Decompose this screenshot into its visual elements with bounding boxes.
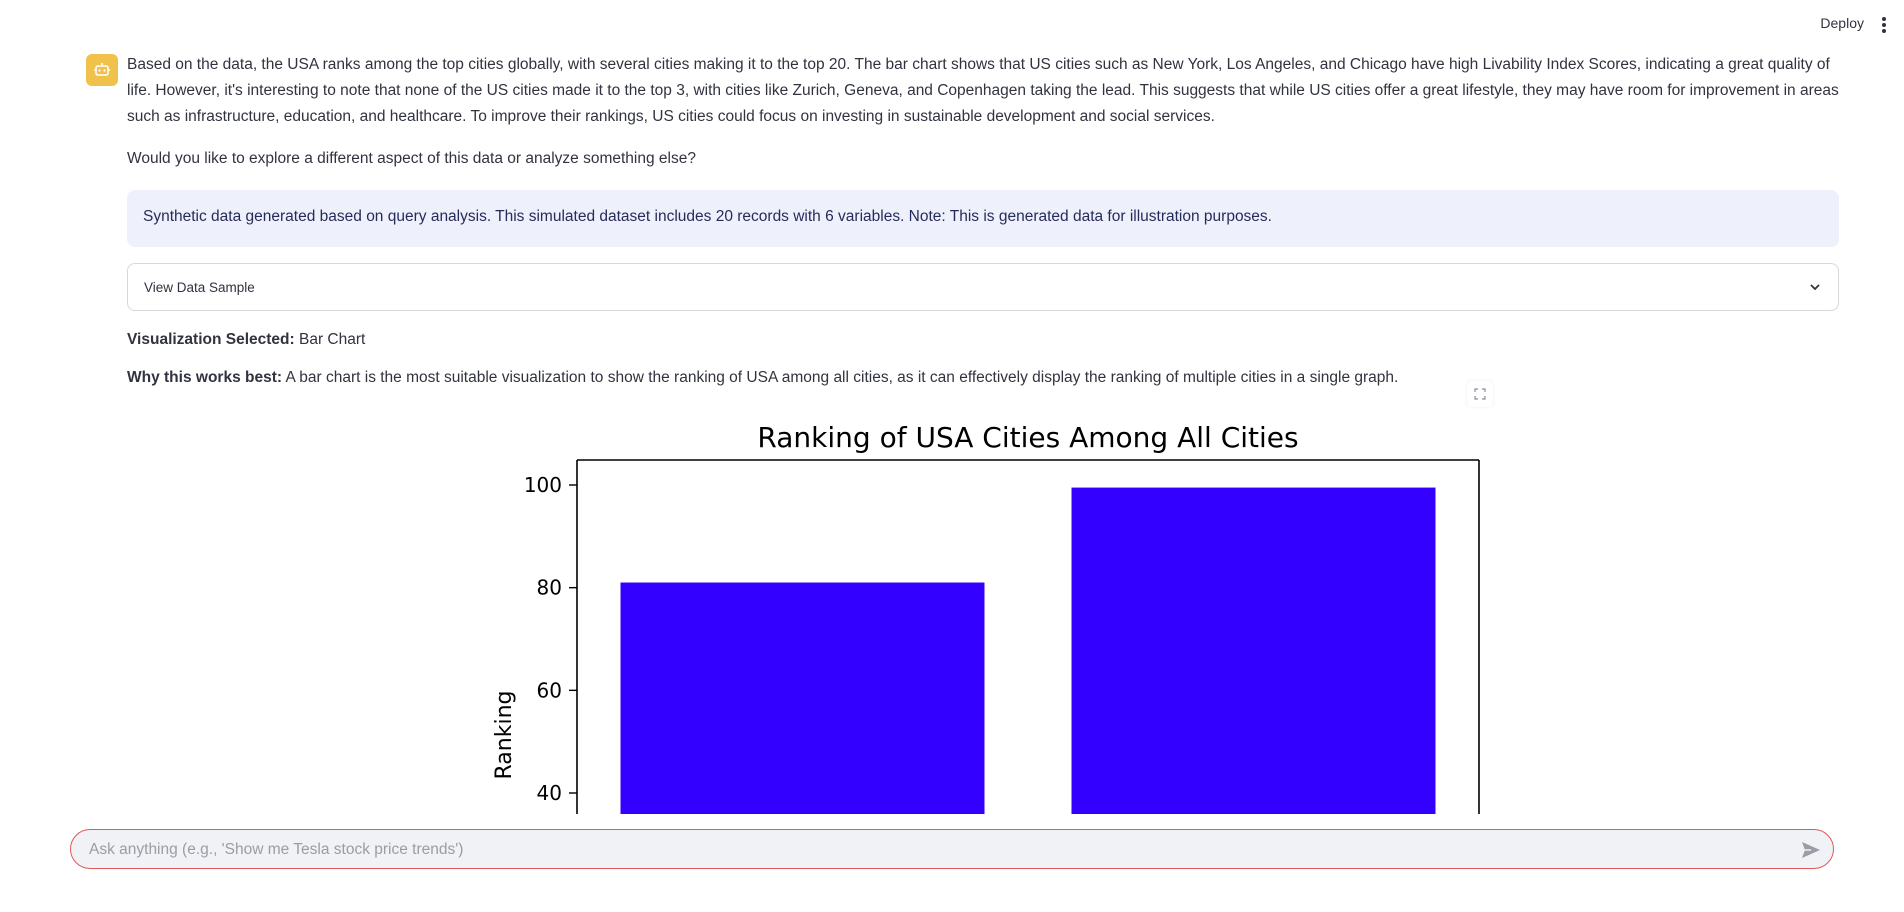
- y-tick-label-40: 40: [537, 781, 562, 805]
- y-tick-label-80: 80: [537, 576, 562, 600]
- chat-input[interactable]: [87, 830, 1791, 870]
- deploy-button[interactable]: Deploy: [1820, 15, 1864, 31]
- why-label: Why this works best:: [127, 369, 283, 386]
- expander-label: View Data Sample: [144, 279, 255, 295]
- bar-1: [620, 582, 985, 814]
- top-bar: Deploy: [0, 0, 1904, 50]
- more-vertical-icon[interactable]: [1876, 15, 1892, 35]
- chevron-down-icon: [1810, 284, 1820, 291]
- analysis-paragraph: Based on the data, the USA ranks among t…: [127, 56, 1839, 125]
- y-tick-label-60: 60: [537, 678, 562, 702]
- bar-2: [1071, 487, 1436, 814]
- follow-up-question: Would you like to explore a different as…: [127, 150, 696, 167]
- info-alert: Synthetic data generated based on query …: [127, 190, 1839, 247]
- chart-title: Ranking of USA Cities Among All Cities: [757, 421, 1298, 454]
- view-data-sample-expander[interactable]: View Data Sample: [127, 263, 1839, 311]
- send-icon[interactable]: [1799, 838, 1823, 862]
- why-value: A bar chart is the most suitable visuali…: [285, 369, 1399, 386]
- vis-value: Bar Chart: [299, 331, 366, 348]
- fullscreen-icon: [1474, 388, 1486, 400]
- vis-label: Visualization Selected:: [127, 331, 295, 348]
- assistant-message: Based on the data, the USA ranks among t…: [127, 52, 1839, 387]
- y-tick-label-100: 100: [524, 473, 562, 497]
- chart-svg: Ranking of USA Cities Among All Cities 40…: [492, 421, 1480, 814]
- bar-chart: Ranking of USA Cities Among All Cities 40…: [0, 410, 1904, 814]
- y-axis-label: Ranking: [492, 691, 517, 780]
- chat-input-bar: [70, 829, 1834, 870]
- robot-icon: [86, 54, 118, 86]
- why-this-works: Why this works best: A bar chart is the …: [127, 369, 1839, 387]
- visualization-selected: Visualization Selected: Bar Chart: [127, 331, 1839, 349]
- fullscreen-button[interactable]: [1467, 381, 1493, 407]
